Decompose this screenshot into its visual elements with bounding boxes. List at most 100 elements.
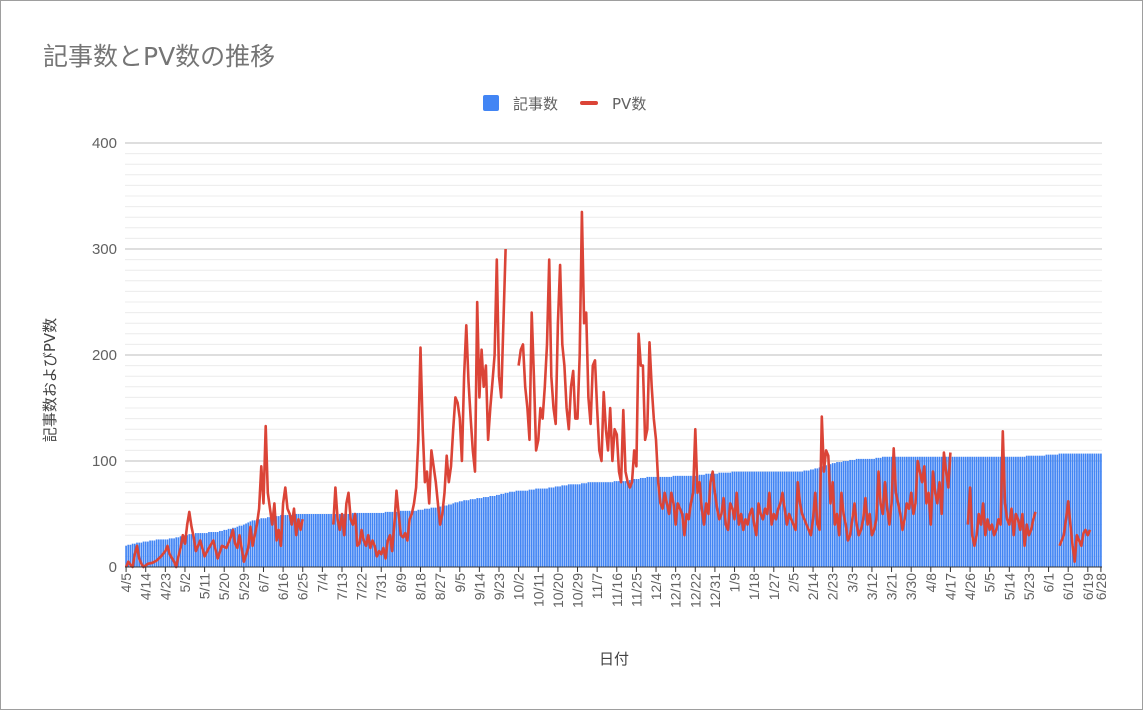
article-bar xyxy=(605,482,607,567)
article-bar xyxy=(1043,455,1046,567)
article-bar xyxy=(343,514,346,567)
legend-item-articles[interactable]: 記事数 xyxy=(483,93,558,114)
x-tick-label: 5/11 xyxy=(197,573,213,599)
article-bar xyxy=(190,534,193,567)
article-bar xyxy=(594,482,596,567)
article-bar xyxy=(829,464,832,567)
y-tick-label: 400 xyxy=(92,135,117,152)
article-bar xyxy=(432,507,435,567)
article-bar xyxy=(212,532,215,567)
article-bar xyxy=(341,514,343,567)
article-bar xyxy=(692,475,694,567)
article-bar xyxy=(1095,453,1098,567)
article-bar xyxy=(288,515,291,567)
article-bar xyxy=(184,535,186,567)
article-bar xyxy=(1058,453,1061,567)
article-bar xyxy=(203,533,206,567)
article-bar xyxy=(567,484,570,567)
article-bar xyxy=(548,487,551,567)
article-bar xyxy=(735,471,738,567)
legend-item-pv[interactable]: PV数 xyxy=(580,93,646,114)
article-bar xyxy=(919,456,921,567)
article-bar xyxy=(458,501,461,567)
article-bar xyxy=(779,471,782,567)
article-bar xyxy=(764,471,766,567)
x-tick-label: 1/18 xyxy=(746,573,762,600)
article-bar xyxy=(439,506,441,567)
x-tick-label: 9/14 xyxy=(471,573,487,600)
article-bar xyxy=(618,481,620,567)
article-bar xyxy=(380,512,383,567)
article-bar xyxy=(637,479,640,567)
article-bar xyxy=(973,456,976,567)
article-bar xyxy=(210,532,212,567)
article-bar xyxy=(759,471,762,567)
x-tick-label: 9/23 xyxy=(491,573,507,600)
article-bar xyxy=(424,508,426,567)
article-bar xyxy=(314,514,317,567)
article-bar xyxy=(304,514,306,567)
article-bar xyxy=(849,459,851,567)
y-tick-label: 100 xyxy=(92,453,117,470)
article-bar xyxy=(1012,456,1015,567)
article-bar xyxy=(489,495,492,567)
article-bar xyxy=(1069,453,1072,567)
pv-line xyxy=(124,210,1092,569)
x-axis-label: 日付 xyxy=(599,650,629,668)
article-bar xyxy=(330,514,332,567)
article-bar xyxy=(666,476,668,567)
article-bar xyxy=(397,510,400,567)
article-bar xyxy=(1047,454,1050,567)
x-tick-label: 6/19 xyxy=(1080,573,1096,600)
article-bar xyxy=(799,471,801,567)
x-tick-label: 1/27 xyxy=(766,573,782,600)
article-bar xyxy=(1019,456,1022,567)
x-axis-ticks: 4/5 4/14 4/23 5/2 5/11 5/20 5/29 6/7 6/16 6/25 7/4… xyxy=(118,566,1109,608)
article-bar xyxy=(415,510,417,567)
article-bar xyxy=(714,473,716,567)
article-bar xyxy=(155,539,158,567)
article-bar xyxy=(823,466,825,567)
article-bar xyxy=(417,509,420,567)
article-bar xyxy=(574,484,577,567)
chart-title: 記事数とPV数の推移 xyxy=(43,42,276,71)
article-bar xyxy=(847,461,849,567)
article-bar xyxy=(454,502,457,567)
x-tick-label: 5/2 xyxy=(177,573,193,593)
article-bar xyxy=(526,490,529,567)
article-bar xyxy=(962,456,965,567)
article-bar xyxy=(157,539,160,567)
article-bar xyxy=(642,477,644,567)
x-tick-label: 6/25 xyxy=(295,573,311,600)
article-bar xyxy=(249,521,252,567)
article-bar xyxy=(683,475,686,567)
article-bar xyxy=(663,476,666,567)
article-bar xyxy=(469,499,472,567)
article-bar xyxy=(306,514,308,567)
article-bar xyxy=(511,491,513,567)
article-bar xyxy=(317,514,319,567)
article-bar xyxy=(125,545,127,567)
article-bar xyxy=(1030,455,1032,567)
article-bar xyxy=(461,501,463,567)
article-bar xyxy=(857,458,860,567)
article-bar xyxy=(171,538,173,567)
article-bar xyxy=(395,511,398,567)
article-bar xyxy=(572,484,575,567)
article-bar xyxy=(127,544,130,567)
article-bar xyxy=(600,482,603,567)
legend-label-articles: 記事数 xyxy=(513,94,559,113)
article-bar xyxy=(1008,456,1011,567)
x-tick-label: 5/14 xyxy=(1001,573,1017,600)
x-tick-label: 1/9 xyxy=(727,573,743,593)
article-bar xyxy=(426,508,428,567)
article-bar xyxy=(430,507,433,567)
article-bar xyxy=(777,471,780,567)
article-bar xyxy=(1054,454,1056,567)
article-bar xyxy=(421,509,424,567)
article-bar xyxy=(264,518,267,567)
article-bar xyxy=(428,508,431,567)
article-bar xyxy=(522,490,524,567)
article-bar xyxy=(369,512,372,567)
article-bar xyxy=(561,485,564,567)
